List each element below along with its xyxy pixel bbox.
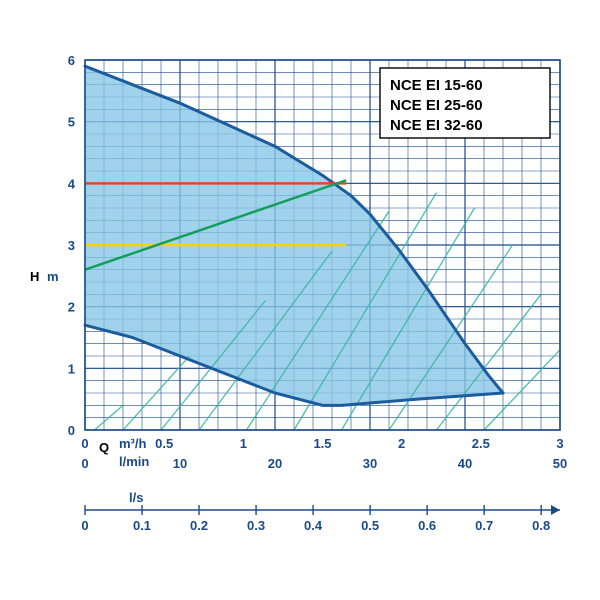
y-tick-label: 3 (68, 238, 75, 253)
x-tick-label: 0 (81, 456, 88, 471)
x2-tick-label: 0 (81, 436, 88, 451)
x3-tick-label: 0.4 (304, 518, 323, 533)
x3-tick-label: 0 (81, 518, 88, 533)
y-axis-unit: m (47, 269, 59, 284)
x2-tick-label: 0.5 (155, 436, 173, 451)
x3-tick-label: 0.5 (361, 518, 379, 533)
x2-axis-unit: m³/h (119, 436, 147, 451)
legend-item: NCE EI 25-60 (390, 97, 483, 114)
x3-tick-label: 0.7 (475, 518, 493, 533)
x-tick-label: 10 (173, 456, 187, 471)
y-axis-prefix: H (30, 269, 39, 284)
x-axis-unit: l/min (119, 454, 149, 469)
y-tick-label: 2 (68, 300, 75, 315)
x3-tick-label: 0.2 (190, 518, 208, 533)
x3-tick-label: 0.1 (133, 518, 151, 533)
x-tick-label: 30 (363, 456, 377, 471)
legend-item: NCE EI 15-60 (390, 77, 483, 94)
x2-tick-label: 1 (240, 436, 247, 451)
x2-tick-label: 1.5 (313, 436, 331, 451)
x3-tick-label: 0.3 (247, 518, 265, 533)
x-axis-prefix: Q (99, 440, 109, 455)
legend-item: NCE EI 32-60 (390, 117, 483, 134)
x-tick-label: 20 (268, 456, 282, 471)
x-tick-label: 50 (553, 456, 567, 471)
x2-tick-label: 2 (398, 436, 405, 451)
x2-tick-label: 2.5 (472, 436, 490, 451)
y-tick-label: 1 (68, 361, 75, 376)
y-tick-label: 6 (68, 53, 75, 68)
x3-tick-label: 0.8 (532, 518, 550, 533)
y-tick-label: 0 (68, 423, 75, 438)
y-tick-label: 5 (68, 115, 75, 130)
x3-axis-unit: l/s (129, 490, 143, 505)
x-tick-label: 40 (458, 456, 472, 471)
y-tick-label: 4 (68, 176, 76, 191)
x3-tick-label: 0.6 (418, 518, 436, 533)
x2-tick-label: 3 (556, 436, 563, 451)
